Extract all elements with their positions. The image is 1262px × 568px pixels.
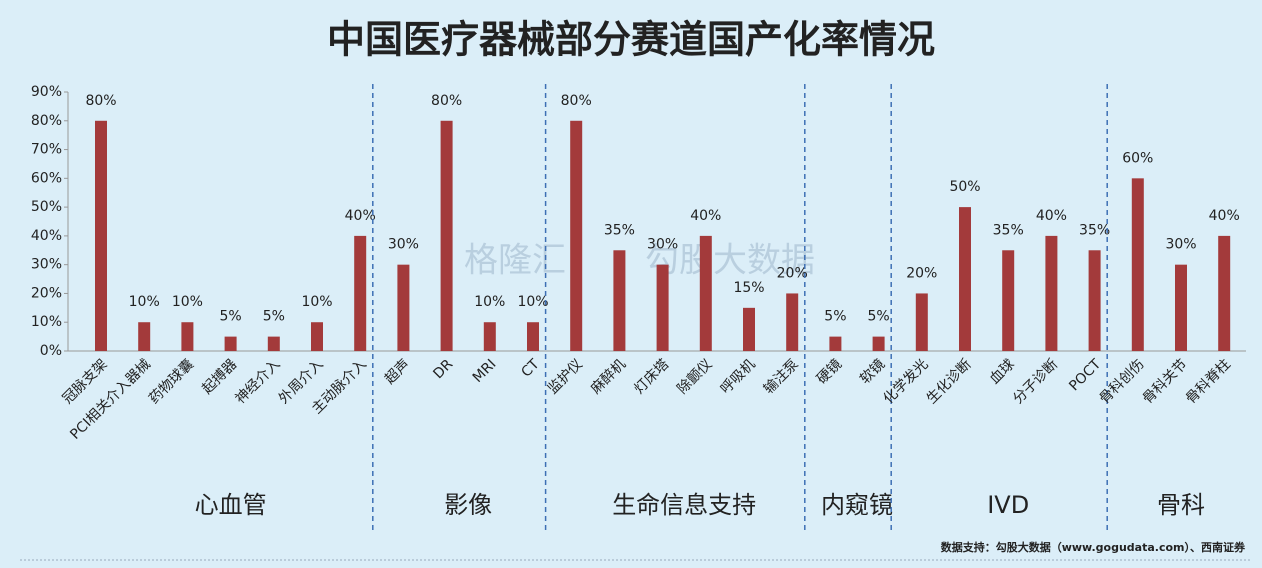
value-label: 80% — [561, 93, 592, 109]
bar — [786, 293, 799, 351]
bar — [397, 264, 410, 351]
bar — [1218, 235, 1231, 351]
value-label: 40% — [690, 208, 721, 224]
bar — [354, 235, 367, 351]
value-label: 20% — [906, 265, 937, 281]
group-label: 心血管 — [195, 491, 267, 519]
value-label: 5% — [219, 309, 241, 325]
value-label: 10% — [301, 294, 332, 310]
bar — [872, 336, 885, 351]
bar — [1088, 250, 1101, 351]
value-label: 10% — [474, 294, 505, 310]
value-label: 50% — [949, 179, 980, 195]
bar — [613, 250, 626, 351]
watermark: 格隆汇 — [464, 241, 566, 281]
value-label: 10% — [517, 294, 548, 310]
y-tick-label: 0% — [40, 343, 62, 359]
value-label: 40% — [1209, 208, 1240, 224]
value-label: 15% — [733, 280, 764, 296]
group-label: 内窥镜 — [821, 491, 893, 519]
bar — [959, 207, 971, 351]
bar — [138, 322, 151, 351]
bar — [656, 264, 669, 351]
value-label: 35% — [604, 222, 635, 238]
group-label: 骨科 — [1157, 491, 1205, 519]
y-tick-label: 70% — [31, 142, 62, 158]
value-label: 20% — [777, 265, 808, 281]
bar — [829, 336, 842, 351]
y-tick-label: 10% — [31, 314, 62, 330]
y-tick-label: 90% — [31, 84, 62, 100]
bar — [699, 235, 712, 351]
value-label: 80% — [431, 93, 462, 109]
bar — [527, 322, 539, 351]
bar — [181, 322, 194, 351]
bar — [1131, 178, 1144, 351]
value-label: 30% — [647, 237, 678, 253]
y-tick-label: 80% — [31, 113, 62, 129]
value-label: 35% — [1079, 222, 1110, 238]
value-label: 30% — [1165, 237, 1196, 253]
value-label: 5% — [263, 309, 285, 325]
bar — [1175, 264, 1187, 351]
y-tick-label: 40% — [31, 228, 62, 244]
y-tick-label: 20% — [31, 285, 62, 301]
bar — [483, 322, 496, 351]
value-label: 40% — [345, 208, 376, 224]
value-label: 60% — [1122, 150, 1153, 166]
value-label: 80% — [85, 93, 116, 109]
bar — [440, 120, 453, 352]
y-tick-label: 50% — [31, 199, 62, 215]
group-label: 生命信息支持 — [612, 491, 756, 519]
bar — [570, 120, 583, 352]
chart-title: 中国医疗器械部分赛道国产化率情况 — [327, 18, 935, 62]
bar — [1002, 250, 1015, 351]
watermark: 勾股大数据 — [645, 241, 815, 281]
value-label: 35% — [993, 222, 1024, 238]
y-tick-label: 30% — [31, 257, 62, 273]
value-label: 40% — [1036, 208, 1067, 224]
bar — [743, 307, 755, 351]
bar — [95, 120, 107, 352]
group-label: 影像 — [444, 491, 492, 519]
y-tick-label: 60% — [31, 170, 62, 186]
value-label: 5% — [824, 309, 846, 325]
value-label: 5% — [867, 309, 889, 325]
value-label: 30% — [388, 237, 419, 253]
bar — [915, 293, 928, 351]
bar — [267, 336, 280, 351]
bar — [1045, 235, 1058, 351]
value-label: 10% — [172, 294, 203, 310]
value-label: 10% — [129, 294, 160, 310]
bar — [311, 322, 323, 351]
bar — [224, 336, 237, 351]
source-note: 数据支持：勾股大数据（www.gogudata.com）、西南证券 — [941, 540, 1246, 554]
group-label: IVD — [987, 491, 1029, 519]
